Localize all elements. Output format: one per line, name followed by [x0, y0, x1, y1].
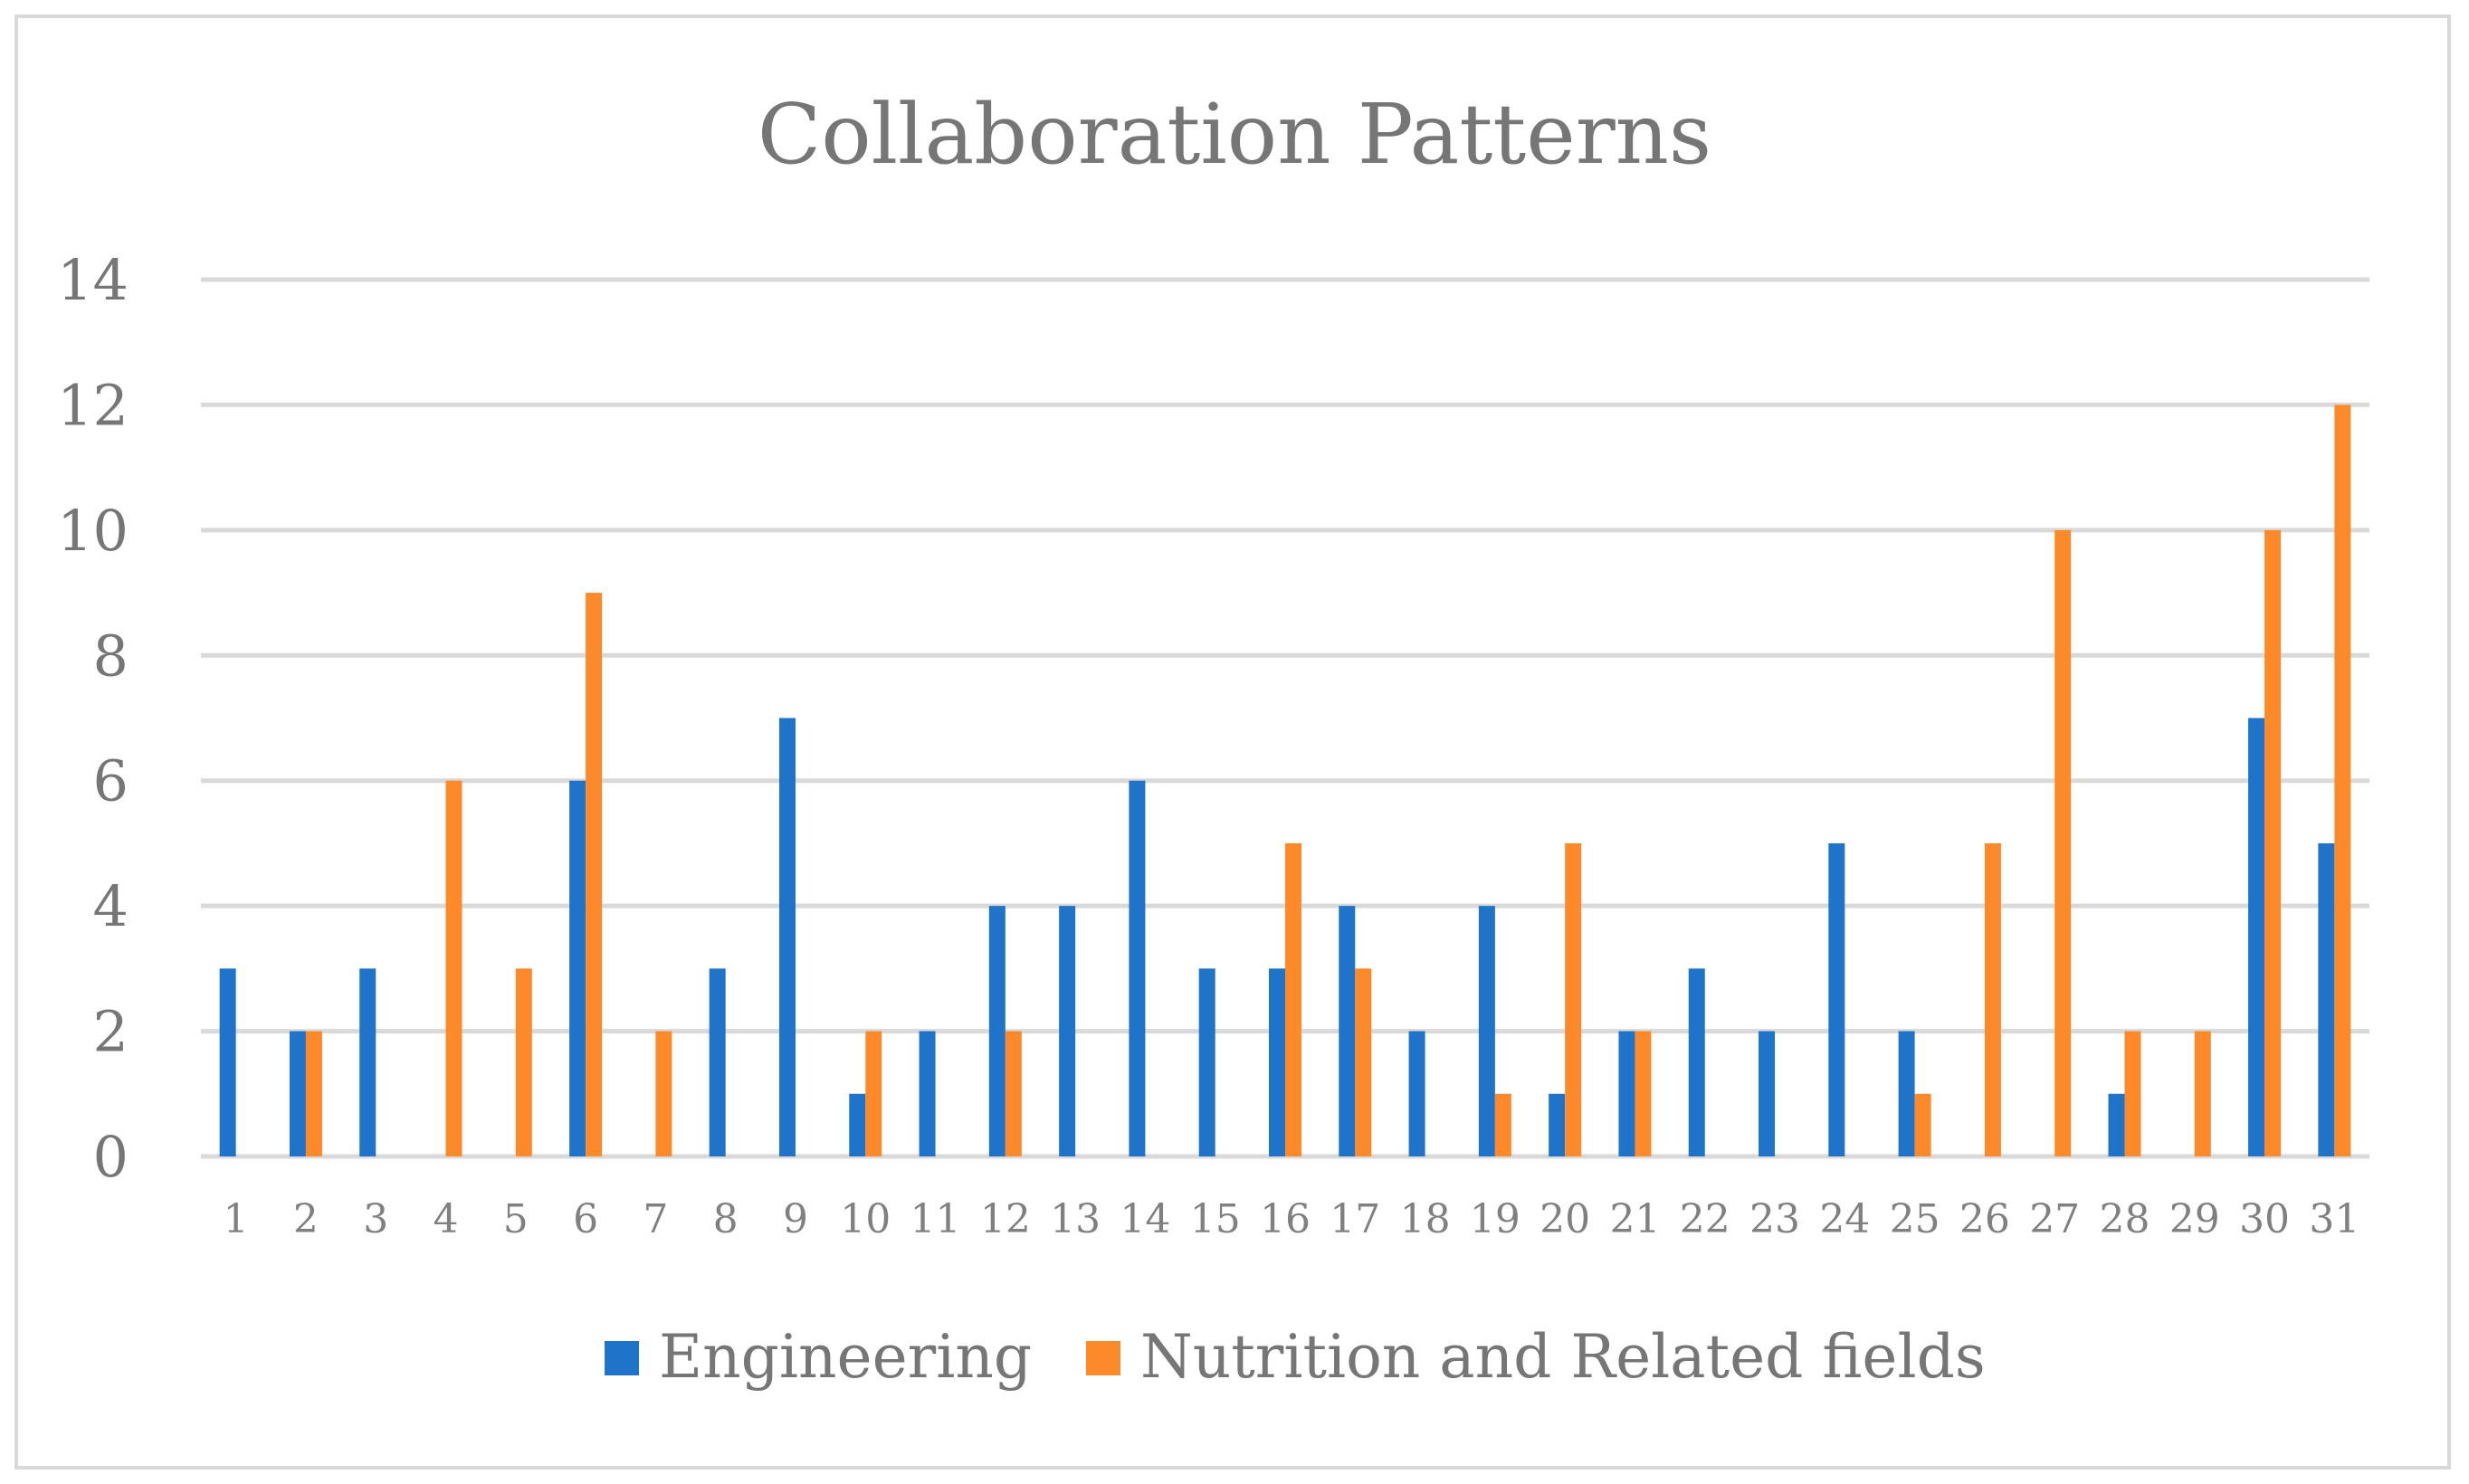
x-tick-label: 31: [2309, 1196, 2359, 1242]
bar-engineering-10: [849, 1093, 866, 1156]
bar-nutrition-30: [2264, 529, 2282, 1156]
bar-engineering-24: [1828, 842, 1845, 1156]
bar-engineering-11: [919, 1031, 936, 1156]
x-tick-label: 24: [1819, 1196, 1870, 1242]
bar-engineering-14: [1129, 780, 1146, 1156]
bar-nutrition-7: [655, 1031, 672, 1156]
bar-nutrition-28: [2124, 1031, 2141, 1156]
x-tick-label: 21: [1609, 1196, 1660, 1242]
x-tick-label: 13: [1050, 1196, 1101, 1242]
bar-engineering-15: [1198, 968, 1215, 1156]
bar-engineering-3: [359, 968, 377, 1156]
chart-title: Collaboration Patterns: [758, 86, 1711, 183]
bar-engineering-22: [1688, 968, 1705, 1156]
bar-engineering-30: [2248, 718, 2265, 1156]
x-tick-label: 11: [910, 1196, 961, 1242]
bar-engineering-16: [1269, 968, 1285, 1156]
x-tick-label: 8: [713, 1196, 739, 1242]
x-tick-label: 28: [2099, 1196, 2150, 1242]
y-tick-label: 12: [57, 372, 129, 438]
bar-engineering-17: [1339, 906, 1356, 1156]
y-tick-label: 6: [93, 748, 129, 814]
bar-nutrition-31: [2334, 404, 2351, 1156]
x-tick-label: 16: [1260, 1196, 1311, 1242]
x-tick-label: 18: [1400, 1196, 1451, 1242]
x-tick-label: 5: [503, 1196, 529, 1242]
legend-label-nutrition: Nutrition and Related fields: [1140, 1322, 1986, 1392]
y-tick-label: 14: [57, 247, 129, 313]
bar-nutrition-12: [1005, 1031, 1022, 1156]
bar-nutrition-5: [515, 968, 532, 1156]
x-tick-label: 4: [434, 1196, 459, 1242]
bar-engineering-9: [778, 718, 796, 1156]
bar-engineering-18: [1408, 1031, 1425, 1156]
x-tick-label: 15: [1190, 1196, 1241, 1242]
x-tick-label: 7: [643, 1196, 668, 1242]
bar-engineering-2: [289, 1031, 306, 1156]
y-tick-label: 10: [57, 498, 129, 564]
x-tick-label: 30: [2239, 1196, 2290, 1242]
x-tick-label: 1: [224, 1196, 249, 1242]
x-tick-label: 2: [293, 1196, 319, 1242]
x-tick-label: 9: [783, 1196, 808, 1242]
bar-nutrition-2: [305, 1031, 322, 1156]
bar-nutrition-17: [1355, 968, 1372, 1156]
bar-nutrition-26: [1984, 842, 2001, 1156]
x-tick-label: 23: [1749, 1196, 1800, 1242]
bar-nutrition-4: [445, 780, 462, 1156]
bar-engineering-31: [2318, 842, 2335, 1156]
legend: Engineering Nutrition and Related fields: [605, 1322, 1986, 1392]
bars: [219, 404, 2351, 1156]
x-axis-ticks: 1 2 3 4 5 6 7 8 9 10 11 12 13 14 15 16 17 18 19 20 21 22 23 24 2…: [224, 1196, 2360, 1242]
legend-label-engineering: Engineering: [659, 1322, 1032, 1392]
x-tick-label: 14: [1120, 1196, 1170, 1242]
y-tick-label: 4: [93, 873, 129, 939]
y-tick-label: 0: [93, 1124, 129, 1190]
legend-swatch-nutrition: [1086, 1341, 1120, 1375]
x-tick-label: 25: [1890, 1196, 1940, 1242]
bar-engineering-23: [1759, 1031, 1776, 1156]
bar-nutrition-16: [1285, 842, 1301, 1156]
x-tick-label: 19: [1470, 1196, 1520, 1242]
x-tick-label: 10: [840, 1196, 891, 1242]
bar-nutrition-10: [865, 1031, 882, 1156]
bar-nutrition-27: [2054, 529, 2072, 1156]
y-tick-label: 2: [93, 999, 129, 1065]
chart-frame: [14, 14, 2451, 1470]
bar-nutrition-19: [1494, 1093, 1511, 1156]
x-tick-label: 26: [1959, 1196, 2010, 1242]
x-tick-label: 27: [2029, 1196, 2080, 1242]
gridlines: [201, 277, 2369, 1159]
bar-nutrition-20: [1565, 842, 1582, 1156]
bar-nutrition-6: [586, 593, 603, 1156]
y-tick-label: 8: [93, 623, 129, 689]
bar-engineering-19: [1478, 906, 1495, 1156]
legend-swatch-engineering: [605, 1341, 639, 1375]
bar-engineering-28: [2108, 1093, 2125, 1156]
bar-engineering-12: [988, 906, 1006, 1156]
x-tick-label: 22: [1680, 1196, 1730, 1242]
bar-engineering-1: [219, 968, 236, 1156]
bar-engineering-13: [1059, 906, 1076, 1156]
x-tick-label: 6: [573, 1196, 598, 1242]
bar-engineering-21: [1618, 1031, 1635, 1156]
x-tick-label: 29: [2169, 1196, 2220, 1242]
bar-nutrition-29: [2194, 1031, 2211, 1156]
bar-engineering-20: [1549, 1093, 1566, 1156]
bar-engineering-8: [709, 968, 726, 1156]
x-tick-label: 17: [1330, 1196, 1380, 1242]
bar-engineering-6: [569, 780, 586, 1156]
y-axis-ticks: 0 2 4 6 8 10 12 14: [57, 247, 129, 1190]
bar-nutrition-25: [1914, 1093, 1931, 1156]
x-tick-label: 3: [363, 1196, 388, 1242]
bar-nutrition-21: [1635, 1031, 1652, 1156]
x-tick-label: 20: [1540, 1196, 1590, 1242]
bar-engineering-25: [1898, 1031, 1915, 1156]
x-tick-label: 12: [980, 1196, 1031, 1242]
